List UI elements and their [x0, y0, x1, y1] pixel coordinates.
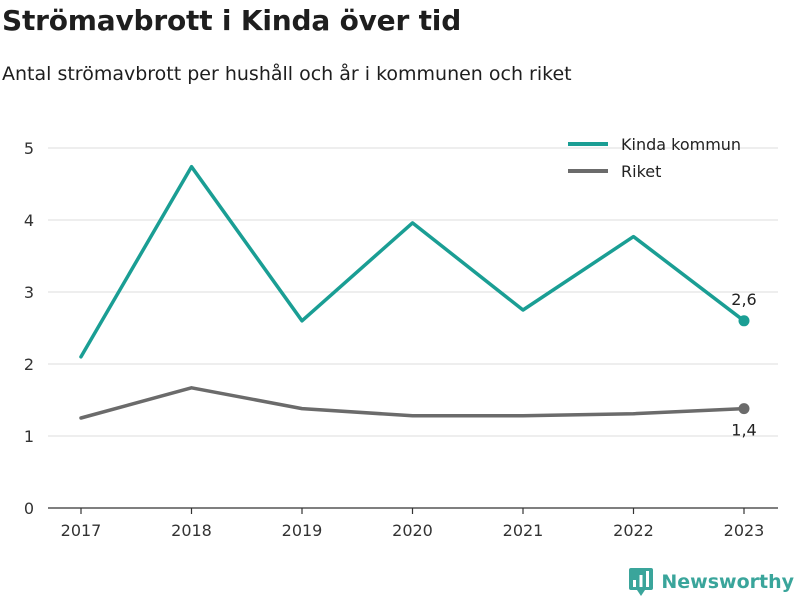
y-tick-label: 5	[24, 139, 34, 158]
series-line-1	[79, 386, 746, 420]
x-tick-label: 2021	[503, 521, 544, 540]
x-tick-label: 2018	[171, 521, 212, 540]
chart-subtitle: Antal strömavbrott per hushåll och år i …	[2, 63, 572, 85]
newsworthy-logo-icon	[629, 568, 654, 596]
series-end-point-1	[738, 403, 750, 415]
y-tick-label: 4	[24, 211, 34, 230]
data-label-1: 1,4	[731, 421, 756, 440]
x-tick-label: 2023	[724, 521, 765, 540]
brand-name: Newsworthy	[661, 571, 794, 593]
x-tick-label: 2022	[613, 521, 654, 540]
data-label-0: 2,6	[731, 290, 756, 309]
y-tick-label: 2	[24, 355, 34, 374]
y-tick-label: 3	[24, 283, 34, 302]
brand: Newsworthy	[629, 568, 794, 596]
x-tick-label: 2019	[282, 521, 323, 540]
y-tick-label: 0	[24, 499, 34, 518]
x-tick-label: 2017	[61, 521, 102, 540]
series-line-0	[79, 164, 746, 359]
x-tick-label: 2020	[392, 521, 433, 540]
legend-label-1: Riket	[621, 162, 661, 181]
legend-label-0: Kinda kommun	[621, 135, 741, 154]
y-tick-label: 1	[24, 427, 34, 446]
series-end-point-0	[738, 315, 750, 327]
chart-title: Strömavbrott i Kinda över tid	[2, 4, 462, 37]
